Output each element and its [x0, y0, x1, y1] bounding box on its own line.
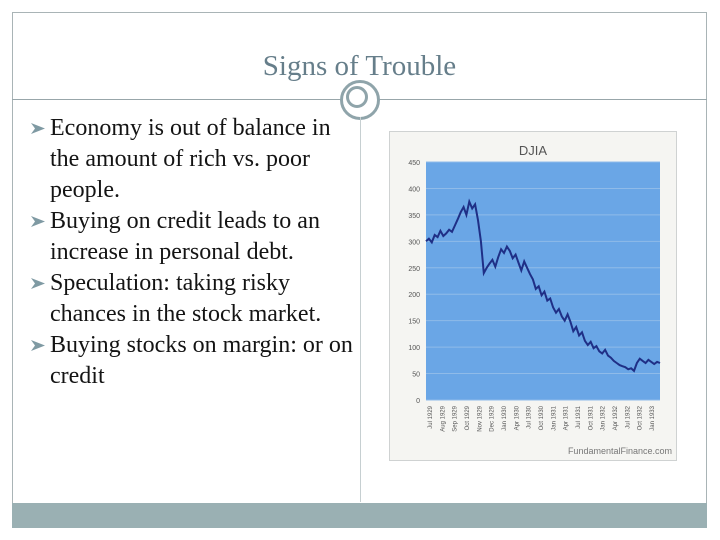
content-divider	[360, 117, 361, 502]
y-tick-label: 400	[408, 186, 420, 193]
title-area: Signs of Trouble	[12, 12, 707, 101]
arrow-bullet-icon	[31, 123, 45, 134]
djia-chart: DJIA 0 50 100 150 200 250 300 350 400 450 Jul 192…	[389, 131, 677, 461]
bullet-text: Buying on credit leads to an increase in…	[50, 208, 320, 265]
y-tick-label: 350	[408, 213, 420, 220]
x-tick-label: Oct 1932	[638, 405, 644, 430]
bullet-text: Economy is out of balance in the amount …	[50, 115, 331, 203]
x-tick-label: Oct 1930	[539, 405, 545, 430]
x-tick-label: Apr 1930	[514, 405, 520, 430]
x-tick-label: Aug 1929	[440, 405, 446, 431]
y-tick-label: 300	[408, 239, 420, 246]
arrow-bullet-icon	[31, 278, 45, 289]
x-tick-label: Jan 1932	[601, 405, 607, 430]
y-tick-label: 450	[408, 160, 420, 167]
x-tick-label: Nov 1929	[477, 405, 483, 431]
x-tick-label: Dec 1929	[490, 405, 496, 431]
x-tick-label: Oct 1931	[588, 405, 594, 430]
y-tick-label: 0	[416, 398, 420, 405]
bullet-item: Buying stocks on margin: or on credit	[28, 330, 353, 392]
x-tick-label: Sep 1929	[453, 405, 459, 431]
bullet-item: Buying on credit leads to an increase in…	[28, 206, 353, 268]
x-tick-label: Jul 1931	[576, 405, 582, 428]
arrow-bullet-icon	[31, 216, 45, 227]
y-tick-label: 100	[408, 345, 420, 352]
x-tick-label: Oct 1929	[465, 405, 471, 430]
x-tick-label: Jul 1932	[625, 405, 631, 428]
slide-title: Signs of Trouble	[262, 50, 457, 82]
x-tick-label: Jul 1929	[428, 405, 434, 428]
y-tick-label: 150	[408, 319, 420, 326]
x-tick-label: Jan 1931	[551, 405, 557, 430]
footer-bar	[12, 503, 707, 528]
bullet-text: Speculation: taking risky chances in the…	[50, 270, 322, 327]
y-tick-label: 250	[408, 266, 420, 273]
chart-source-label: FundamentalFinance.com	[568, 446, 672, 456]
x-tick-label: Apr 1931	[564, 405, 570, 430]
x-tick-label: Jan 1933	[650, 405, 656, 430]
bullet-item: Economy is out of balance in the amount …	[28, 113, 353, 206]
plot-area	[426, 162, 660, 400]
x-tick-label: Jul 1930	[527, 405, 533, 428]
chart-svg: DJIA 0 50 100 150 200 250 300 350 400 450 Jul 192…	[408, 143, 672, 456]
bullet-text: Buying stocks on margin: or on credit	[50, 332, 353, 389]
series-line	[425, 198, 661, 373]
ring-ornament-icon	[340, 80, 380, 120]
chart-title: DJIA	[519, 143, 548, 158]
y-tick-label: 50	[412, 372, 420, 379]
y-tick-label: 200	[408, 292, 420, 299]
arrow-bullet-icon	[31, 340, 45, 351]
x-tick-label: Apr 1932	[613, 405, 619, 430]
bullet-list: Economy is out of balance in the amount …	[28, 113, 353, 392]
bullet-item: Speculation: taking risky chances in the…	[28, 268, 353, 330]
x-tick-label: Jan 1930	[502, 405, 508, 430]
